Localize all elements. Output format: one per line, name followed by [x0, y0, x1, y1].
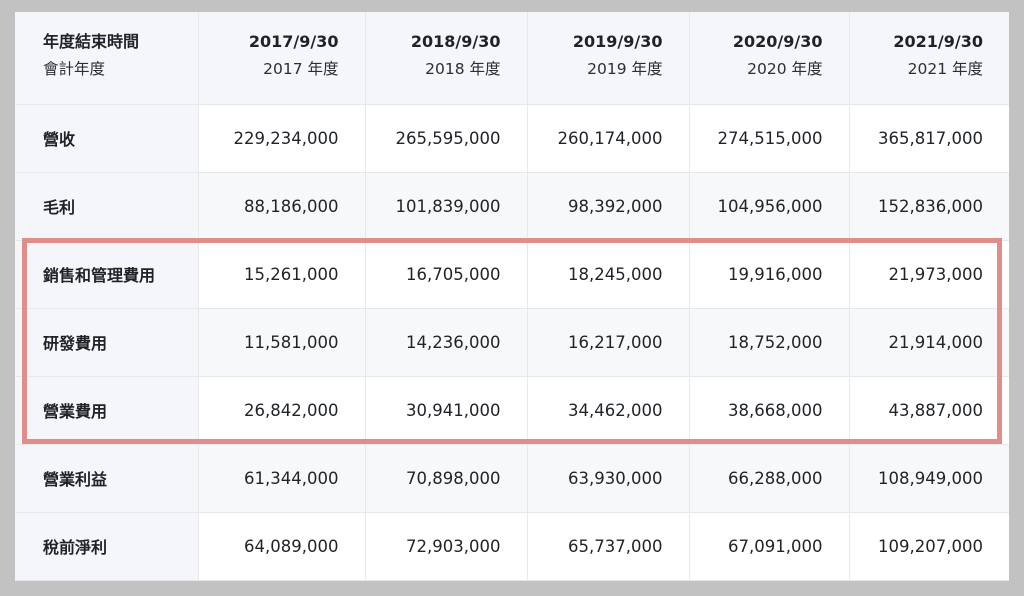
table-cell: 18,752,000: [689, 308, 850, 377]
table-cell: 229,234,000: [198, 104, 366, 173]
table-cell: 61,344,000: [198, 444, 366, 513]
financial-table-card: 年度結束時間 會計年度 2017/9/30 2017 年度 2018/9/30 …: [15, 12, 1009, 581]
table-header-row: 年度結束時間 會計年度 2017/9/30 2017 年度 2018/9/30 …: [15, 12, 1009, 105]
table-cell: 274,515,000: [689, 104, 850, 173]
table-cell: 66,288,000: [689, 444, 850, 513]
table-cell: 72,903,000: [365, 512, 528, 581]
header-year-2020: 2020/9/30 2020 年度: [689, 12, 850, 105]
table-cell: 64,089,000: [198, 512, 366, 581]
table-cell: 70,898,000: [365, 444, 528, 513]
table-row: 稅前淨利 64,089,000 72,903,000 65,737,000 67…: [15, 512, 1009, 581]
header-label-main: 年度結束時間: [43, 32, 140, 51]
row-label: 營收: [15, 104, 199, 173]
header-fiscal-year: 2018 年度: [425, 60, 501, 78]
table-row: 營業費用 26,842,000 30,941,000 34,462,000 38…: [15, 376, 1009, 445]
table-cell: 98,392,000: [527, 172, 690, 241]
financial-table: 年度結束時間 會計年度 2017/9/30 2017 年度 2018/9/30 …: [15, 12, 1009, 581]
table-cell: 16,705,000: [365, 240, 528, 309]
table-row: 營收 229,234,000 265,595,000 260,174,000 2…: [15, 104, 1009, 173]
header-fiscal-year: 2021 年度: [907, 60, 983, 78]
row-label: 營業費用: [15, 376, 199, 445]
table-cell: 15,261,000: [198, 240, 366, 309]
row-label: 研發費用: [15, 308, 199, 377]
table-cell: 104,956,000: [689, 172, 850, 241]
header-date: 2020/9/30: [732, 32, 823, 51]
header-fiscal-year: 2020 年度: [747, 60, 823, 78]
header-date: 2019/9/30: [572, 32, 663, 51]
table-cell: 108,949,000: [849, 444, 1009, 513]
table-cell: 152,836,000: [849, 172, 1009, 241]
header-year-2018: 2018/9/30 2018 年度: [365, 12, 528, 105]
table-cell: 38,668,000: [689, 376, 850, 445]
header-date: 2018/9/30: [410, 32, 501, 51]
table-row: 營業利益 61,344,000 70,898,000 63,930,000 66…: [15, 444, 1009, 513]
table-cell: 43,887,000: [849, 376, 1009, 445]
header-fiscal-year: 2019 年度: [587, 60, 663, 78]
header-fiscal-year: 2017 年度: [263, 60, 339, 78]
table-cell: 11,581,000: [198, 308, 366, 377]
table-cell: 26,842,000: [198, 376, 366, 445]
table-cell: 365,817,000: [849, 104, 1009, 173]
table-cell: 67,091,000: [689, 512, 850, 581]
header-year-2021: 2021/9/30 2021 年度: [849, 12, 1009, 105]
table-cell: 14,236,000: [365, 308, 528, 377]
header-label-cell: 年度結束時間 會計年度: [15, 12, 199, 105]
row-label: 營業利益: [15, 444, 199, 513]
header-date: 2021/9/30: [893, 32, 983, 51]
table-cell: 19,916,000: [689, 240, 850, 309]
header-date: 2017/9/30: [248, 32, 339, 51]
table-cell: 18,245,000: [527, 240, 690, 309]
table-cell: 21,973,000: [849, 240, 1009, 309]
row-label: 銷售和管理費用: [15, 240, 199, 309]
table-row: 毛利 88,186,000 101,839,000 98,392,000 104…: [15, 172, 1009, 241]
table-cell: 21,914,000: [849, 308, 1009, 377]
table-cell: 30,941,000: [365, 376, 528, 445]
table-cell: 109,207,000: [849, 512, 1009, 581]
header-label-sub: 會計年度: [43, 60, 106, 78]
table-cell: 88,186,000: [198, 172, 366, 241]
header-year-2019: 2019/9/30 2019 年度: [527, 12, 690, 105]
row-label: 稅前淨利: [15, 512, 199, 581]
header-year-2017: 2017/9/30 2017 年度: [198, 12, 366, 105]
table-cell: 65,737,000: [527, 512, 690, 581]
table-cell: 101,839,000: [365, 172, 528, 241]
table-row: 銷售和管理費用 15,261,000 16,705,000 18,245,000…: [15, 240, 1009, 309]
table-cell: 260,174,000: [527, 104, 690, 173]
table-cell: 63,930,000: [527, 444, 690, 513]
table-cell: 16,217,000: [527, 308, 690, 377]
row-label: 毛利: [15, 172, 199, 241]
table-row: 研發費用 11,581,000 14,236,000 16,217,000 18…: [15, 308, 1009, 377]
table-cell: 34,462,000: [527, 376, 690, 445]
table-cell: 265,595,000: [365, 104, 528, 173]
